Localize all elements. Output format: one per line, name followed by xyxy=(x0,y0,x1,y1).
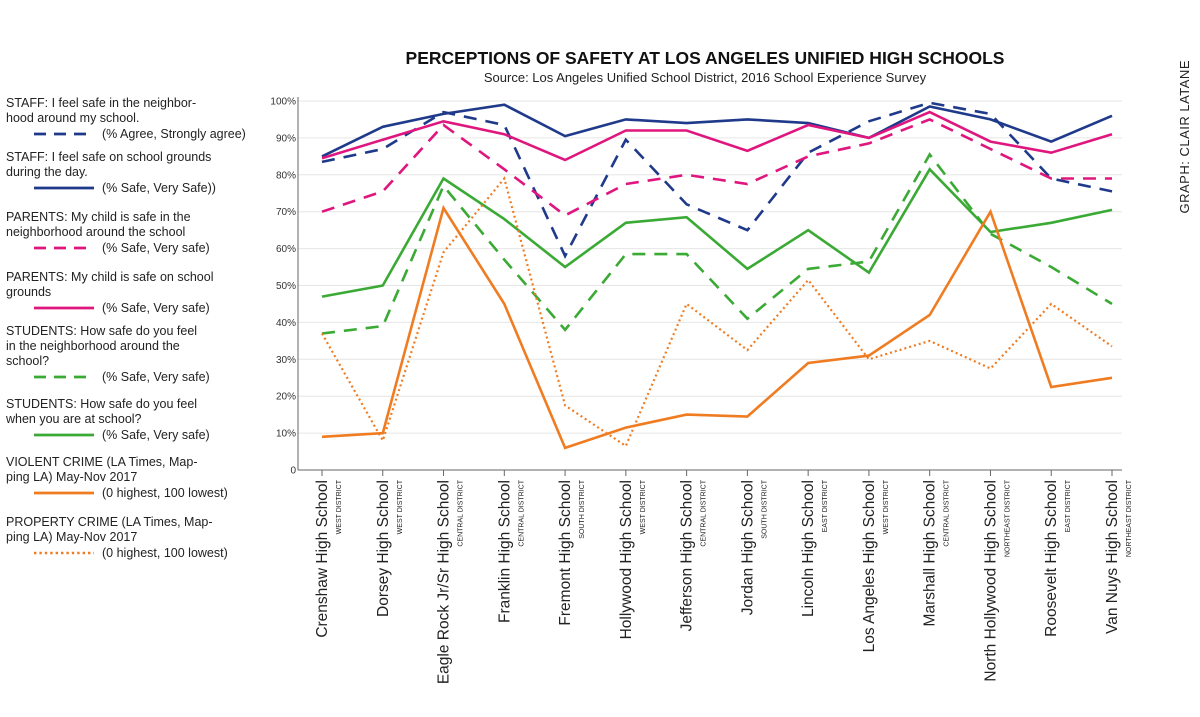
legend-item-students-at-school: STUDENTS: How safe do you feel when you a… xyxy=(6,397,268,443)
series-line-staff-school-grounds xyxy=(321,103,1113,158)
x-tick-label: Roosevelt High School xyxy=(1043,480,1060,637)
legend-item-property-crime: PROPERTY CRIME (LA Times, Map-ping LA) M… xyxy=(6,515,268,561)
series-line-students-at-school xyxy=(321,167,1113,298)
legend-note: (% Safe, Very safe) xyxy=(102,300,210,315)
series-line-violent-crime xyxy=(321,204,1113,450)
legend-note: (% Safe, Very safe) xyxy=(102,240,210,255)
legend-item-staff-school-grounds: STAFF: I feel safe on school grounds duri… xyxy=(6,150,268,196)
x-tick-district: WEST DISTRICT xyxy=(640,479,647,534)
x-tick-label: Dorsey High School xyxy=(375,480,392,617)
x-tick-district: WEST DISTRICT xyxy=(883,479,890,534)
legend-swatch xyxy=(34,132,94,136)
legend-label: PARENTS: My child is safe in the xyxy=(6,210,191,224)
legend-swatch xyxy=(34,375,94,379)
legend-label: grounds xyxy=(6,285,52,299)
x-tick-district: NORTHEAST DISTRICT xyxy=(1126,479,1133,557)
legend-note: (0 highest, 100 lowest) xyxy=(102,545,228,560)
legend-item-parents-neighborhood: PARENTS: My child is safe in the neighbor… xyxy=(6,210,268,256)
legend-item-staff-neighborhood: STAFF: I feel safe in the neighbor-hood … xyxy=(6,96,268,142)
series-line-parents-neighborhood xyxy=(321,117,1112,217)
x-tick-district: WEST DISTRICT xyxy=(336,479,343,534)
y-tick-label: 80% xyxy=(276,170,296,181)
legend-swatch xyxy=(34,433,94,437)
x-tick-label: Fremont High School xyxy=(557,480,574,626)
x-tick-district: SOUTH DISTRICT xyxy=(761,479,768,538)
x-axis-labels: Crenshaw High School WEST DISTRICT Dorsey … xyxy=(314,470,1133,684)
legend-label: in the neighborhood around the xyxy=(6,339,180,353)
legend-label: STUDENTS: How safe do you feel xyxy=(6,324,198,338)
legend-swatch xyxy=(34,306,94,310)
x-tick-label: Crenshaw High School xyxy=(314,480,331,638)
y-tick-label: 50% xyxy=(276,281,296,292)
x-tick-label: Hollywood High School xyxy=(618,480,635,639)
chart-legend: STAFF: I feel safe in the neighbor-hood … xyxy=(6,96,268,561)
legend-label: when you are at school? xyxy=(6,412,142,426)
legend-label: neighborhood around the school xyxy=(6,225,186,239)
x-tick-label: Jefferson High School xyxy=(679,480,696,631)
legend-label: PARENTS: My child is safe on school xyxy=(6,270,214,284)
x-tick-label: Van Nuys High School xyxy=(1104,480,1121,634)
y-tick-label: 40% xyxy=(276,318,296,329)
legend-note: (% Agree, Strongly agree) xyxy=(102,126,246,141)
y-tick-label: 70% xyxy=(276,207,296,218)
chart-axes: 0 10% 20% 30% 40% 50% 60% 70% 80% 90% 100% xyxy=(270,97,1122,477)
series-line-parents-school-grounds xyxy=(321,110,1113,162)
legend-note: (% Safe, Very Safe)) xyxy=(102,180,216,195)
legend-note: (% Safe, Very safe) xyxy=(102,369,210,384)
chart-subtitle: Source: Los Angeles Unified School Distr… xyxy=(484,70,927,85)
x-tick-label: Los Angeles High School xyxy=(861,480,878,652)
x-tick-district: SOUTH DISTRICT xyxy=(579,479,586,538)
x-tick-label: Lincoln High School xyxy=(800,480,817,617)
legend-label: PROPERTY CRIME (LA Times, Map- xyxy=(6,515,213,529)
graph-credit: GRAPH: CLAIR LATANE xyxy=(1177,60,1192,214)
chart-title: PERCEPTIONS OF SAFETY AT LOS ANGELES UNI… xyxy=(406,48,1005,68)
x-tick-district: EAST DISTRICT xyxy=(1065,479,1072,532)
legend-item-violent-crime: VIOLENT CRIME (LA Times, Map-ping LA) Ma… xyxy=(6,455,268,501)
legend-swatch xyxy=(34,246,94,250)
series-line-property-crime xyxy=(321,176,1113,448)
x-tick-label: North Hollywood High School xyxy=(982,480,999,682)
legend-label: VIOLENT CRIME (LA Times, Map- xyxy=(6,455,198,469)
x-tick-label: Eagle Rock Jr/Sr High School xyxy=(436,480,453,684)
x-tick-district: NORTHEAST DISTRICT xyxy=(1004,479,1011,557)
legend-label: school? xyxy=(6,354,50,368)
y-tick-label: 30% xyxy=(276,355,296,366)
legend-label: ping LA) May-Nov 2017 xyxy=(6,530,138,544)
x-tick-label: Franklin High School xyxy=(496,480,513,623)
legend-swatch xyxy=(34,491,94,495)
legend-label: STUDENTS: How safe do you feel xyxy=(6,397,198,411)
legend-label: STAFF: I feel safe on school grounds xyxy=(6,150,212,164)
legend-item-parents-school-grounds: PARENTS: My child is safe on school groun… xyxy=(6,270,268,316)
x-tick-label: Jordan High School xyxy=(739,480,756,615)
x-tick-district: CENTRAL DISTRICT xyxy=(944,479,951,546)
y-tick-label: 90% xyxy=(276,133,296,144)
y-tick-label: 60% xyxy=(276,244,296,255)
legend-label: hood around my school. xyxy=(6,111,140,125)
y-tick-label: 100% xyxy=(270,97,296,108)
x-tick-district: CENTRAL DISTRICT xyxy=(518,479,525,546)
series-line-staff-neighborhood xyxy=(321,101,1113,259)
legend-item-students-neighborhood: STUDENTS: How safe do you feel in the nei… xyxy=(6,324,268,385)
x-tick-district: WEST DISTRICT xyxy=(397,479,404,534)
legend-note: (0 highest, 100 lowest) xyxy=(102,485,228,500)
legend-note: (% Safe, Very safe) xyxy=(102,427,210,442)
y-tick-label: 10% xyxy=(276,429,296,440)
legend-label: during the day. xyxy=(6,165,88,179)
x-tick-district: EAST DISTRICT xyxy=(822,479,829,532)
legend-label: STAFF: I feel safe in the neighbor- xyxy=(6,96,197,110)
chart-series xyxy=(321,101,1113,450)
y-tick-label: 20% xyxy=(276,392,296,403)
legend-label: ping LA) May-Nov 2017 xyxy=(6,470,138,484)
x-tick-label: Marshall High School xyxy=(922,480,939,626)
legend-swatch xyxy=(34,551,94,555)
x-tick-district: CENTRAL DISTRICT xyxy=(458,479,465,546)
legend-swatch xyxy=(34,186,94,190)
x-tick-district: CENTRAL DISTRICT xyxy=(701,479,708,546)
y-tick-label: 0 xyxy=(290,466,296,477)
